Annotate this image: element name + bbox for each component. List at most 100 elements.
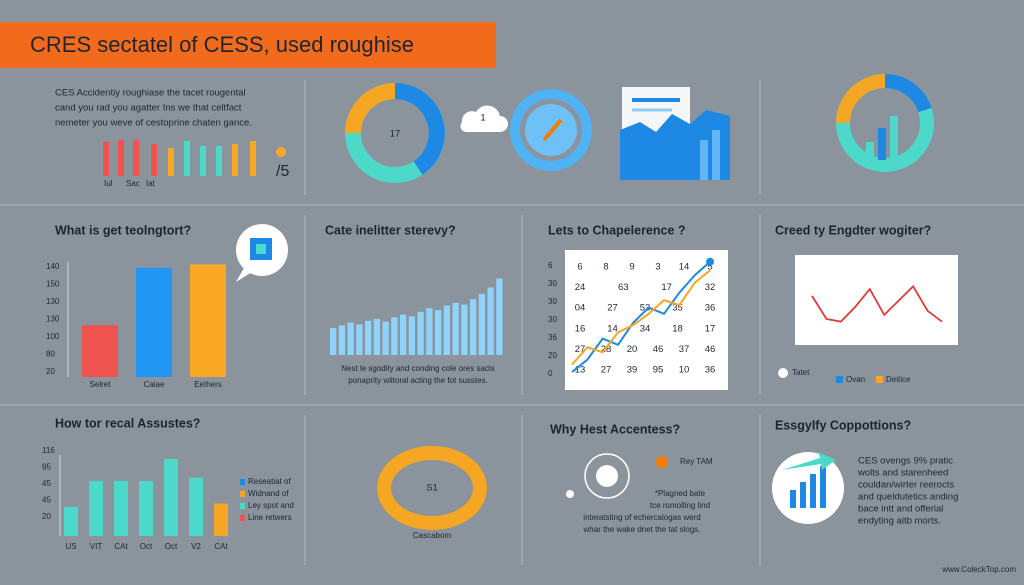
cell: 6 <box>577 262 582 273</box>
panel-title: Essgylfy Coppottions? <box>775 418 911 432</box>
intro-badge: /5 <box>276 163 289 180</box>
table-box <box>565 250 728 390</box>
bar <box>461 304 468 355</box>
intro-bars <box>103 140 286 176</box>
end-dot <box>706 257 714 266</box>
cell: 35 <box>672 303 683 314</box>
bar <box>478 293 485 355</box>
line <box>571 269 711 366</box>
y-tick-label: 45 <box>42 479 51 488</box>
y-tick-label: 20 <box>46 367 55 376</box>
line <box>811 284 943 323</box>
bar <box>114 480 128 536</box>
bar <box>64 506 78 536</box>
bar <box>214 503 228 536</box>
cell: 17 <box>705 323 716 334</box>
y-tick-label: 130 <box>46 315 60 324</box>
bar <box>487 287 494 355</box>
bar <box>347 322 354 355</box>
document-chart <box>620 87 730 180</box>
x-tick-label: Oct <box>140 542 153 551</box>
x-tick-label: Oct <box>165 542 178 551</box>
cell: 27 <box>601 365 612 376</box>
growth-icon <box>772 452 844 524</box>
intro-line: nemeter you weve of cestoprine chaten ga… <box>55 118 252 129</box>
cell: 53 <box>640 303 651 314</box>
bar <box>391 317 398 355</box>
text-line: interatsting of echercalogas werd <box>583 513 700 522</box>
dividers <box>0 80 1024 565</box>
bar <box>82 325 118 377</box>
ring <box>377 446 487 530</box>
cell: 63 <box>618 282 629 293</box>
bar <box>382 321 389 355</box>
gauge <box>510 89 592 171</box>
bar <box>136 267 172 377</box>
x-tick-label: Eethers <box>194 380 222 389</box>
intro-line: cand you rad you agatter Ins we that cel… <box>55 103 242 114</box>
y-tick-label: 100 <box>46 332 60 341</box>
y-tick-label: 45 <box>42 496 51 505</box>
legend-swatch <box>836 376 843 383</box>
panel-title: Creed ty Engdter wogiter? <box>775 223 931 237</box>
x-tick-label: Caiae <box>144 380 165 389</box>
intro-label: Iul <box>104 179 113 188</box>
bar <box>89 480 103 536</box>
y-tick-label: 30 <box>548 279 557 288</box>
caption: Cascabom <box>413 531 452 540</box>
header-title: CRES sectatel of CESS, used roughise <box>30 32 414 57</box>
text-line: endyting aitb morts. <box>858 516 941 527</box>
cell: 46 <box>705 344 716 355</box>
legend-swatch <box>240 479 245 485</box>
cell: 17 <box>661 282 672 293</box>
legend-label: Ovan <box>846 375 865 384</box>
cell: 18 <box>672 323 683 334</box>
cell: 34 <box>640 323 651 334</box>
cell: 24 <box>575 282 586 293</box>
x-tick-label: CAt <box>214 542 228 551</box>
text-line: whar the wake dnet the tat slogs. <box>583 525 701 534</box>
y-tick-label: 20 <box>42 512 51 521</box>
donut-label: 17 <box>390 129 401 140</box>
text-line: couldan/wirter reerocts <box>858 480 954 491</box>
y-tick-label: 116 <box>42 446 55 455</box>
note-icon <box>778 368 788 378</box>
legend-label: Widnand of <box>248 489 289 498</box>
cell: 16 <box>575 323 586 334</box>
cell: 37 <box>679 344 690 355</box>
coin-icon <box>566 453 668 499</box>
bar <box>373 319 380 355</box>
x-tick-label: Selret <box>90 380 112 389</box>
donut <box>345 83 445 183</box>
text-line: *Plagned bate <box>655 489 706 498</box>
text-line: and queldutetics anding <box>858 492 958 503</box>
y-tick-label: 130 <box>46 297 60 306</box>
y-tick-label: 6 <box>548 261 553 270</box>
panel-title: Lets to Chapelerence ? <box>548 223 686 237</box>
text-line: CES ovengs 9% pratic <box>858 456 953 467</box>
chat-icon <box>236 224 288 282</box>
caption: ponaprity wiltoral acting the fot susste… <box>348 376 488 385</box>
intro-label: Iat <box>146 179 156 188</box>
cell: 36 <box>705 365 716 376</box>
bar <box>190 264 226 377</box>
cell: 5 <box>707 262 712 273</box>
panel-title: Why Hest Accentess? <box>550 422 680 436</box>
footer: www.ColeckTop.com <box>941 565 1016 574</box>
donut-bars <box>836 73 934 172</box>
panel-title: How tor recal Assustes? <box>55 416 200 430</box>
text-line: tce romolling lind <box>650 501 710 510</box>
caption: Nest le sgodity and conding cole ores sa… <box>341 364 494 373</box>
cell: 04 <box>575 303 586 314</box>
bar <box>139 480 153 536</box>
y-tick-label: 150 <box>46 280 60 289</box>
cell: 13 <box>575 365 586 376</box>
bar <box>164 459 178 536</box>
legend-label: Reseatiat of <box>248 477 291 486</box>
y-tick-label: 20 <box>548 351 557 360</box>
y-tick-label: 36 <box>548 333 557 342</box>
bar <box>496 278 503 355</box>
bar <box>417 311 424 355</box>
cloud <box>460 105 508 132</box>
cell: 14 <box>679 262 690 273</box>
